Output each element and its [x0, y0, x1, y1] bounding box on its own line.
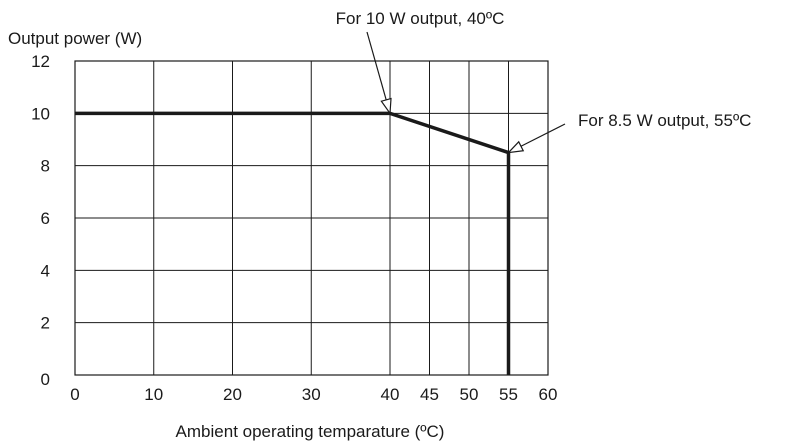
y-tick-label: 10: [31, 104, 50, 123]
y-tick-label: 8: [41, 157, 50, 176]
tick-labels: 0 10 20 30 40 45 50 55 60 0 2 4 6 8 10 12: [31, 52, 557, 404]
annotation-arrow: [520, 123, 566, 147]
annotation-label: For 8.5 W output, 55ºC: [578, 111, 751, 130]
annotation-label: For 10 W output, 40ºC: [336, 9, 505, 28]
x-tick-label: 40: [381, 385, 400, 404]
x-tick-label: 50: [460, 385, 479, 404]
x-tick-label: 10: [144, 385, 163, 404]
y-tick-label: 2: [41, 314, 50, 333]
y-axis-label: Output power (W): [8, 29, 142, 48]
y-tick-label: 6: [41, 209, 50, 228]
derating-curve: [75, 111, 511, 375]
annotations: For 10 W output, 40ºC For 8.5 W output, 5…: [336, 9, 751, 154]
series-layer: [75, 111, 511, 375]
annotation-arrow: [366, 31, 387, 101]
x-tick-label: 45: [420, 385, 439, 404]
y-tick-label: 4: [41, 261, 50, 280]
x-tick-label: 60: [539, 385, 558, 404]
annotation-arrowhead: [506, 140, 525, 154]
y-tick-label: 12: [31, 52, 50, 71]
x-tick-label: 20: [223, 385, 242, 404]
x-tick-label: 0: [70, 385, 79, 404]
y-tick-label: 0: [41, 370, 50, 389]
x-tick-label: 30: [302, 385, 321, 404]
grid-lines: [74, 60, 549, 376]
annotation-arrowhead: [380, 97, 392, 116]
x-tick-label: 55: [499, 385, 518, 404]
x-axis-label: Ambient operating temparature (ºC): [176, 422, 445, 441]
